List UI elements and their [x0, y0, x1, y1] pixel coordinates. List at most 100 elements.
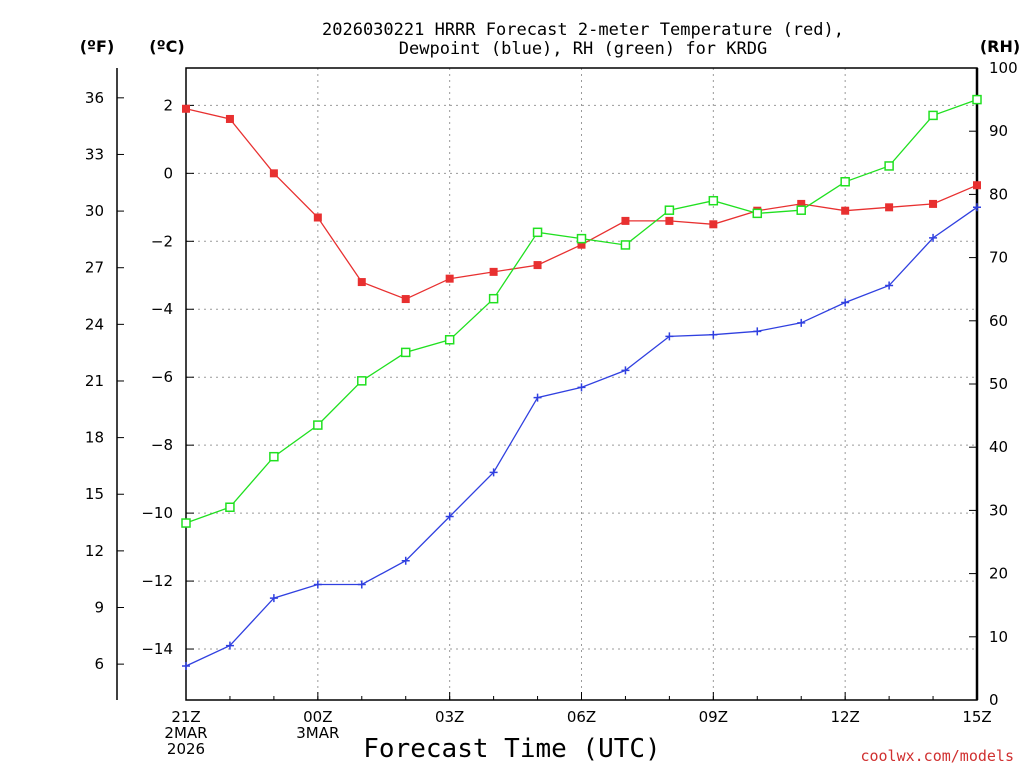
chart-title-line-1: 2026030221 HRRR Forecast 2-meter Tempera…	[322, 20, 844, 40]
fahrenheit-tick-label: 27	[85, 259, 104, 277]
dewpoint-point	[665, 332, 674, 341]
dewpoint-point	[797, 318, 806, 327]
fahrenheit-tick-label: 6	[94, 655, 104, 673]
temperature-point	[445, 274, 454, 283]
x-tick-label: 3MAR	[296, 724, 339, 742]
x-tick-label: 00Z	[303, 708, 332, 726]
fahrenheit-tick-label: 21	[85, 372, 104, 390]
dewpoint-point	[357, 580, 366, 589]
rh-tick-label: 0	[989, 691, 999, 709]
dewpoint-point	[182, 662, 190, 671]
temperature-point	[269, 169, 278, 178]
temperature-point	[401, 295, 410, 304]
fahrenheit-tick-label: 33	[85, 145, 104, 163]
celsius-tick-label: −4	[151, 300, 173, 318]
rh-tick-label: 20	[989, 565, 1008, 583]
dewpoint-point	[269, 594, 278, 603]
dewpoint-point	[973, 203, 981, 212]
celsius-tick-label: 0	[163, 164, 173, 182]
rh-tick-label: 50	[989, 375, 1008, 393]
temperature-point	[973, 181, 981, 190]
dewpoint-point	[841, 298, 850, 307]
dewpoint-point	[225, 641, 234, 650]
rh-point	[708, 195, 719, 206]
chart-title-line-2: Dewpoint (blue), RH (green) for KRDG	[399, 39, 767, 59]
rh-point	[444, 335, 455, 345]
series	[181, 94, 982, 671]
rh-tick-label: 100	[989, 59, 1018, 77]
rh-tick-label: 10	[989, 628, 1008, 646]
fahrenheit-tick-label: 15	[85, 485, 104, 503]
rh-point	[357, 376, 367, 386]
x-tick-label: 2026	[167, 740, 205, 758]
rh-tick-label: 40	[989, 438, 1008, 456]
credit-text: coolwx.com/models	[860, 747, 1014, 765]
celsius-unit-label: (ºC)	[149, 37, 184, 56]
fahrenheit-tick-label: 36	[85, 89, 104, 107]
temperature-point	[929, 199, 938, 208]
rh-tick-label: 90	[989, 122, 1008, 140]
rh-tick-label: 60	[989, 312, 1008, 330]
celsius-tick-label: −14	[141, 640, 173, 658]
dewpoint-point	[313, 580, 322, 589]
dewpoint-point	[489, 468, 498, 477]
temperature-point	[357, 278, 366, 287]
dewpoint-point	[929, 233, 938, 242]
celsius-tick-label: −12	[141, 572, 173, 590]
temperature-point	[313, 213, 322, 222]
rh-point	[884, 161, 894, 171]
celsius-tick-label: 2	[163, 96, 173, 114]
celsius-tick-label: −8	[151, 436, 173, 454]
x-tick-label: 21Z	[171, 708, 200, 726]
x-axis-label: Forecast Time (UTC)	[363, 734, 660, 764]
temperature-point	[577, 240, 586, 249]
dewpoint-point	[753, 327, 762, 336]
rh-point	[532, 227, 543, 238]
rh-tick-label: 80	[989, 185, 1008, 203]
celsius-tick-label: −6	[151, 368, 173, 386]
rh-tick-label: 30	[989, 501, 1008, 519]
rh-point	[225, 502, 235, 512]
temperature-point	[665, 216, 674, 225]
rh-point	[313, 420, 323, 430]
rh-point	[928, 110, 938, 121]
temperature-point	[885, 203, 894, 212]
rh-point	[796, 205, 806, 215]
rh-point	[972, 94, 982, 105]
fahrenheit-tick-label: 18	[85, 429, 104, 447]
fahrenheit-tick-label: 24	[85, 315, 104, 333]
celsius-tick-label: −10	[141, 504, 173, 522]
dewpoint-point	[401, 556, 410, 565]
dewpoint-point	[577, 383, 586, 392]
celsius-tick-label: −2	[151, 232, 173, 250]
temperature-point	[797, 199, 806, 208]
dewpoint-point	[621, 366, 630, 375]
rh-point	[181, 518, 191, 528]
rh-point	[576, 233, 587, 244]
fahrenheit-tick-label: 12	[85, 542, 104, 560]
temperature-point	[841, 206, 850, 215]
fahrenheit-tick-label: 9	[94, 599, 104, 617]
dewpoint-point	[885, 281, 894, 290]
rh-point	[620, 240, 631, 250]
rh-unit-label: (RH)	[980, 37, 1020, 56]
dewpoint-point	[445, 512, 454, 521]
temperature-point	[182, 104, 190, 113]
temperature-point	[709, 220, 718, 229]
rh-point	[664, 205, 675, 215]
x-tick-label: 2MAR	[164, 724, 207, 742]
x-tick-label: 12Z	[830, 708, 859, 726]
temperature-line	[185, 108, 978, 300]
dewpoint-point	[533, 393, 542, 402]
x-tick-label: 03Z	[435, 708, 464, 726]
x-tick-label: 15Z	[962, 708, 991, 726]
fahrenheit-tick-label: 30	[85, 202, 104, 220]
x-tick-label: 06Z	[567, 708, 596, 726]
temperature-point	[489, 267, 498, 276]
rh-point	[840, 177, 850, 187]
rh-point	[488, 293, 499, 304]
fahrenheit-unit-label: (ºF)	[80, 37, 115, 56]
rh-tick-label: 70	[989, 249, 1008, 267]
